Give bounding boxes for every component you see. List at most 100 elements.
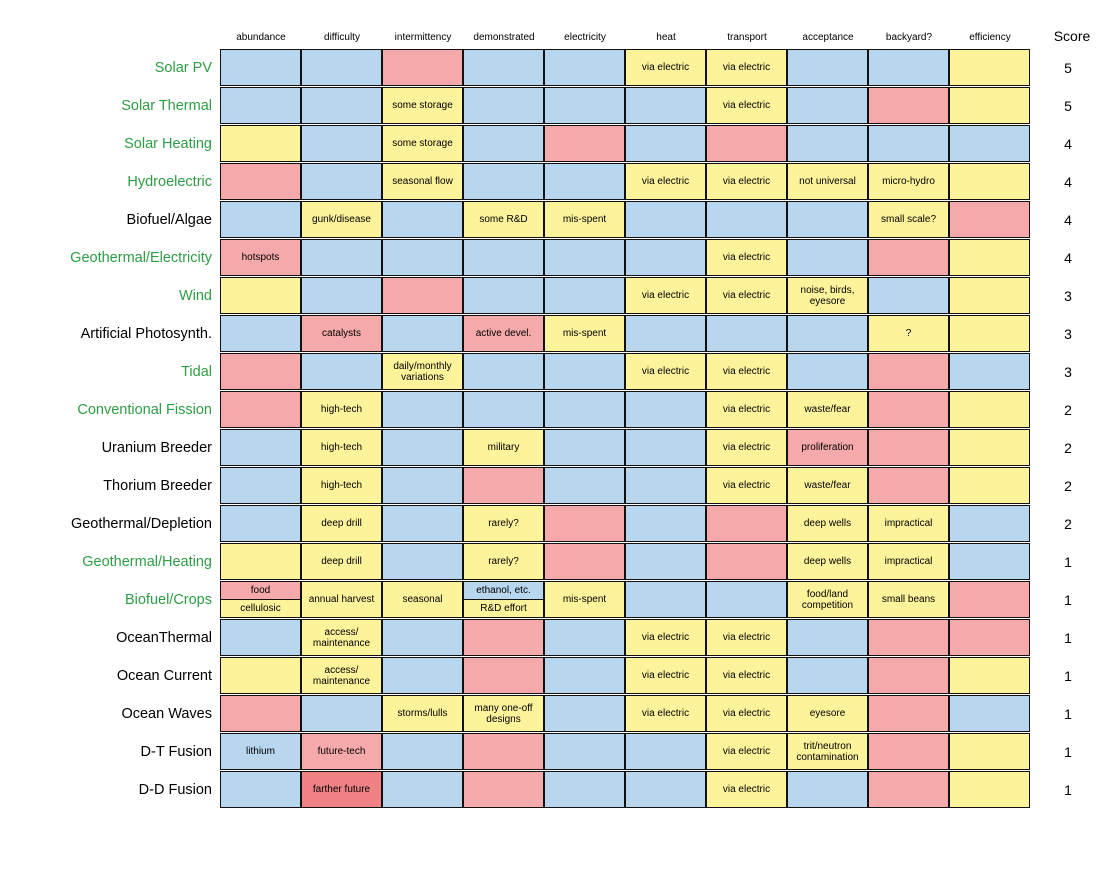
row-score: 2 (1064, 440, 1072, 456)
table-cell (868, 657, 949, 694)
row-label-conventional-fission: Conventional Fission (77, 402, 212, 418)
table-cell (463, 733, 544, 770)
row-label-thorium-breeder: Thorium Breeder (103, 478, 212, 494)
table-cell (220, 87, 301, 124)
table-cell (220, 619, 301, 656)
table-cell (868, 49, 949, 86)
table-cell: via electric (706, 771, 787, 808)
row-label-d-d-fusion: D-D Fusion (138, 782, 212, 798)
table-cell (544, 619, 625, 656)
table-cell (544, 771, 625, 808)
table-cell: micro-hydro (868, 163, 949, 200)
table-cell (382, 467, 463, 504)
row-label-solar-heating: Solar Heating (124, 136, 212, 152)
table-cell (463, 87, 544, 124)
table-cell (868, 391, 949, 428)
table-cell (868, 277, 949, 314)
row-label-biofuel-algae: Biofuel/Algae (126, 212, 212, 228)
table-cell (301, 239, 382, 276)
table-cell (625, 87, 706, 124)
table-cell (382, 771, 463, 808)
table-cell (382, 505, 463, 542)
row-score: 1 (1064, 668, 1072, 684)
column-header-electricity: electricity (564, 32, 606, 43)
row-label-wind: Wind (178, 288, 212, 304)
table-cell: deep wells (787, 543, 868, 580)
table-cell (868, 87, 949, 124)
table-cell (301, 277, 382, 314)
table-cell (706, 581, 787, 618)
table-cell: food/land competition (787, 581, 868, 618)
table-cell (544, 467, 625, 504)
table-cell (301, 695, 382, 732)
table-cell (220, 771, 301, 808)
table-cell (787, 87, 868, 124)
table-cell (868, 771, 949, 808)
table-cell (868, 125, 949, 162)
table-cell: some R&D (463, 201, 544, 238)
table-cell: catalysts (301, 315, 382, 352)
table-cell: via electric (625, 49, 706, 86)
table-cell: mis-spent (544, 201, 625, 238)
table-cell (625, 201, 706, 238)
row-score: 5 (1064, 60, 1072, 76)
table-cell: via electric (625, 619, 706, 656)
table-cell (949, 391, 1030, 428)
table-cell (625, 771, 706, 808)
column-header-abundance: abundance (236, 32, 286, 43)
table-cell (949, 277, 1030, 314)
table-cell (625, 581, 706, 618)
table-cell (949, 695, 1030, 732)
table-cell (544, 733, 625, 770)
table-cell: impractical (868, 505, 949, 542)
table-cell: via electric (706, 277, 787, 314)
table-cell (463, 49, 544, 86)
table-cell (949, 543, 1030, 580)
table-cell (382, 201, 463, 238)
row-score: 2 (1064, 478, 1072, 494)
table-cell (382, 315, 463, 352)
row-score: 4 (1064, 212, 1072, 228)
row-score: 4 (1064, 136, 1072, 152)
table-cell (382, 657, 463, 694)
table-cell: some storage (382, 125, 463, 162)
table-cell: active devel. (463, 315, 544, 352)
table-cell: via electric (706, 733, 787, 770)
table-cell (220, 201, 301, 238)
table-cell: deep wells (787, 505, 868, 542)
table-cell (220, 49, 301, 86)
table-cell (382, 239, 463, 276)
table-cell (949, 429, 1030, 466)
table-cell: high-tech (301, 429, 382, 466)
table-cell: deep drill (301, 505, 382, 542)
table-cell (544, 657, 625, 694)
table-cell (949, 239, 1030, 276)
table-cell: via electric (706, 163, 787, 200)
table-cell (220, 543, 301, 580)
table-cell (949, 657, 1030, 694)
table-cell (949, 87, 1030, 124)
row-label-tidal: Tidal (181, 364, 212, 380)
table-cell (949, 771, 1030, 808)
row-score: 2 (1064, 516, 1072, 532)
table-cell: high-tech (301, 391, 382, 428)
table-cell (544, 87, 625, 124)
table-cell: hotspots (220, 239, 301, 276)
table-cell (625, 315, 706, 352)
table-cell (706, 201, 787, 238)
column-header-heat: heat (656, 32, 676, 43)
table-cell: waste/fear (787, 467, 868, 504)
table-cell (463, 619, 544, 656)
table-cell (787, 49, 868, 86)
column-header-backyard: backyard? (885, 32, 933, 43)
table-cell (625, 505, 706, 542)
table-cell: via electric (625, 695, 706, 732)
table-cell (787, 353, 868, 390)
column-header-acceptance: acceptance (802, 32, 854, 43)
table-cell: small beans (868, 581, 949, 618)
row-score: 1 (1064, 554, 1072, 570)
table-cell (301, 353, 382, 390)
table-cell: via electric (706, 657, 787, 694)
table-cell (787, 125, 868, 162)
score-header: Score (1053, 28, 1091, 44)
